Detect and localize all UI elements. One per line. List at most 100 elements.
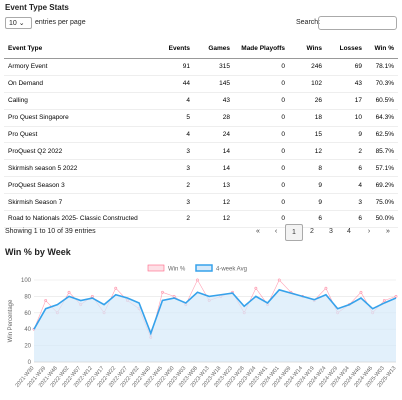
table-cell: 315 (194, 58, 234, 76)
legend-label: Win % (168, 267, 186, 273)
table-cell: 12 (194, 193, 234, 212)
table-cell: 102 (289, 75, 326, 93)
section-title: Event Type Stats (5, 3, 69, 12)
table-cell: 6 (289, 210, 326, 228)
table-row: Pro Quest Singapore 5 28 0 18 10 64.3% (4, 109, 398, 127)
table-cell: 85.7% (366, 142, 398, 161)
table-cell: 4 (164, 92, 194, 110)
win-point (114, 286, 118, 290)
win-point (67, 290, 71, 294)
column-header[interactable]: Losses (326, 38, 366, 59)
page-size-select[interactable]: 10 ⌄ (5, 17, 32, 29)
table-cell: ProQuest Season 3 (4, 176, 164, 195)
table-cell: 3 (164, 193, 194, 212)
stats-table: Event Type Events Games Made Playoffs Wins Lo… (4, 38, 398, 228)
table-cell: Pro Quest Singapore (4, 109, 164, 127)
y-tick-label: 60 (24, 311, 31, 317)
page-size-value: 10 (9, 20, 17, 27)
table-cell: 69.2% (366, 176, 398, 195)
win-point (44, 299, 48, 302)
table-cell: 62.5% (366, 126, 398, 144)
win-point (196, 278, 199, 282)
column-header[interactable]: Events (164, 38, 194, 59)
table-cell: 6 (326, 210, 366, 228)
search-label: Search: (296, 19, 321, 26)
table-row: On Demand 44 145 0 102 43 70.3% (4, 75, 398, 93)
win-point (277, 278, 281, 282)
table-cell: 0 (234, 210, 289, 228)
table-cell: Calling (4, 92, 164, 110)
page-button[interactable]: › (367, 228, 371, 235)
column-header[interactable]: Win % (366, 38, 398, 59)
table-cell: 9 (289, 176, 326, 195)
column-header[interactable]: Wins (289, 38, 326, 59)
table-row: Calling 4 43 0 26 17 60.5% (4, 92, 398, 110)
legend-label: 4-week Avg (216, 267, 247, 273)
column-header[interactable]: Event Type (4, 38, 164, 59)
table-cell: 18 (289, 109, 326, 127)
table-row: Pro Quest 4 24 0 15 9 62.5% (4, 126, 398, 144)
table-cell: 0 (234, 75, 289, 93)
table-info: Showing 1 to 10 of 39 entries (5, 228, 96, 235)
table-row: Skirmish season 5 2022 3 14 0 8 6 57.1% (4, 159, 398, 178)
win-point (394, 295, 398, 298)
table-cell: 14 (194, 142, 234, 161)
page-size-label: entries per page (35, 19, 86, 26)
table-cell: 69 (326, 58, 366, 76)
y-tick-label: 80 (24, 294, 31, 300)
table-cell: 75.0% (366, 193, 398, 212)
table-cell: 13 (194, 176, 234, 195)
table-cell: 3 (164, 142, 194, 161)
table-cell: 26 (289, 92, 326, 110)
table-cell: 8 (289, 159, 326, 178)
table-cell: Armory Event (4, 58, 164, 76)
table-cell: 2 (326, 142, 366, 161)
page-button[interactable]: « (256, 228, 260, 235)
table-cell: 14 (194, 159, 234, 178)
page-button[interactable]: 4 (347, 228, 351, 235)
column-header[interactable]: Games (194, 38, 234, 59)
win-point (324, 286, 328, 290)
table-cell: 24 (194, 126, 234, 144)
table-cell: 2 (164, 176, 194, 195)
page-button[interactable]: » (386, 228, 390, 235)
table-cell: 3 (326, 193, 366, 212)
table-cell: 0 (234, 193, 289, 212)
table-cell: 44 (164, 75, 194, 93)
table-cell: Skirmish Season 7 (4, 193, 164, 212)
chart-title: Win % by Week (5, 247, 71, 257)
table-cell: 15 (289, 126, 326, 144)
win-point (382, 299, 386, 302)
table-cell: 246 (289, 58, 326, 76)
table-cell: 0 (234, 142, 289, 161)
table-cell: On Demand (4, 75, 164, 93)
table-cell: ProQuest Q2 2022 (4, 142, 164, 161)
page-button[interactable]: 2 (310, 228, 314, 235)
table-cell: 9 (326, 126, 366, 144)
page-button[interactable]: 1 (285, 224, 303, 241)
table-cell: 9 (289, 193, 326, 212)
avg-area (34, 289, 396, 362)
table-cell: 57.1% (366, 159, 398, 178)
table-cell: 0 (234, 92, 289, 110)
search-input[interactable] (318, 16, 397, 30)
table-cell: 0 (234, 176, 289, 195)
y-tick-label: 20 (24, 344, 31, 350)
table-cell: 4 (326, 176, 366, 195)
column-header[interactable]: Made Playoffs (234, 38, 289, 59)
page-button[interactable]: 3 (329, 228, 333, 235)
table-cell: 0 (234, 126, 289, 144)
table-row: Road to Nationals 2025- Classic Construc… (4, 210, 398, 228)
table-cell: 43 (326, 75, 366, 93)
table-cell: 145 (194, 75, 234, 93)
page-button[interactable]: ‹ (274, 228, 278, 235)
table-row: Armory Event 91 315 0 246 69 78.1% (4, 58, 398, 76)
table-cell: Skirmish season 5 2022 (4, 159, 164, 178)
y-tick-label: 40 (24, 327, 31, 333)
table-cell: 10 (326, 109, 366, 127)
table-cell: 2 (164, 210, 194, 228)
y-axis-label: Win Percentage (8, 299, 14, 342)
table-cell: 0 (234, 159, 289, 178)
table-row: ProQuest Q2 2022 3 14 0 12 2 85.7% (4, 142, 398, 161)
y-tick-label: 0 (28, 360, 32, 366)
